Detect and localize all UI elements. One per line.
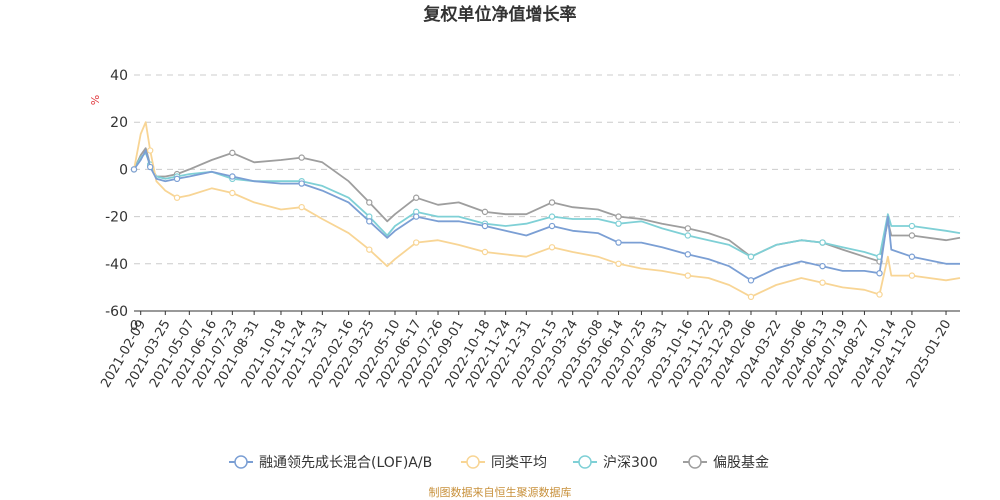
data-point — [908, 253, 916, 260]
chart-title: 复权单位净值增长率 — [423, 4, 577, 25]
data-point — [548, 199, 556, 206]
data-point — [747, 293, 755, 301]
data-point — [615, 220, 622, 227]
y-tick-label: -20 — [105, 210, 128, 226]
source-note: 制图数据来自恒生聚源数据库 — [429, 485, 572, 499]
data-point — [548, 222, 556, 230]
y-tick-label: 40 — [110, 68, 128, 84]
legend-item[interactable]: 同类平均 — [461, 455, 547, 471]
legend[interactable]: 融通领先成长混合(LOF)A/B 同类平均 沪深300 偏股基金 — [229, 454, 769, 471]
data-point — [747, 253, 755, 260]
y-axis-unit: % — [89, 95, 102, 105]
y-tick-label: 0 — [119, 162, 128, 178]
data-point — [819, 239, 826, 246]
data-point — [130, 166, 138, 173]
y-axis-ticks: -60 -40 -20 0 20 40 — [105, 68, 128, 320]
legend-item[interactable]: 偏股基金 — [683, 454, 769, 471]
data-point — [147, 147, 154, 154]
series-lines — [130, 121, 961, 301]
data-point — [366, 199, 373, 206]
legend-marker-icon — [578, 455, 592, 469]
data-point — [819, 262, 826, 270]
series-line — [133, 147, 961, 263]
legend-marker-icon — [234, 455, 248, 469]
data-point — [147, 163, 154, 171]
data-point — [684, 225, 692, 232]
x-axis-ticks: 02021-02-092021-03-252021-05-072021-06-1… — [98, 311, 954, 390]
data-point — [173, 194, 181, 201]
y-tick-label: -60 — [105, 304, 128, 320]
data-point — [481, 222, 489, 230]
data-point — [229, 173, 236, 180]
data-point — [481, 208, 489, 216]
data-point — [819, 279, 826, 286]
legend-label: 沪深300 — [603, 455, 658, 471]
legend-label: 融通领先成长混合(LOF)A/B — [259, 455, 432, 471]
series-line — [133, 121, 961, 298]
data-point — [413, 213, 420, 220]
data-point — [229, 189, 236, 197]
data-point — [908, 232, 916, 239]
data-point — [615, 213, 622, 220]
data-point — [298, 203, 305, 211]
data-point — [908, 222, 916, 230]
data-point — [548, 244, 556, 251]
series-line — [133, 151, 961, 258]
data-point — [548, 213, 556, 220]
y-tick-label: -40 — [105, 257, 128, 273]
data-point — [876, 270, 883, 277]
data-point — [298, 180, 305, 187]
data-point — [366, 218, 373, 225]
legend-item[interactable]: 融通领先成长混合(LOF)A/B — [229, 455, 432, 471]
legend-item[interactable]: 沪深300 — [573, 455, 658, 471]
x-tick-label: 0 — [130, 319, 138, 334]
data-point — [684, 232, 692, 239]
data-point — [413, 239, 420, 246]
data-point — [615, 260, 622, 267]
data-point — [747, 277, 755, 284]
legend-marker-icon — [688, 455, 702, 469]
data-point — [366, 246, 373, 253]
data-point — [876, 291, 883, 298]
y-tick-label: 20 — [110, 115, 128, 131]
data-point — [481, 248, 489, 256]
legend-marker-icon — [466, 455, 480, 469]
series-line — [133, 149, 960, 282]
data-point — [684, 251, 692, 258]
legend-label: 同类平均 — [491, 455, 547, 471]
data-point — [173, 175, 181, 183]
data-point — [908, 272, 916, 279]
data-point — [298, 154, 305, 161]
data-point — [684, 272, 692, 279]
legend-label: 偏股基金 — [713, 454, 769, 471]
data-point — [413, 194, 420, 201]
data-point — [229, 149, 236, 157]
grid-lines — [134, 74, 960, 265]
data-point — [615, 239, 622, 246]
